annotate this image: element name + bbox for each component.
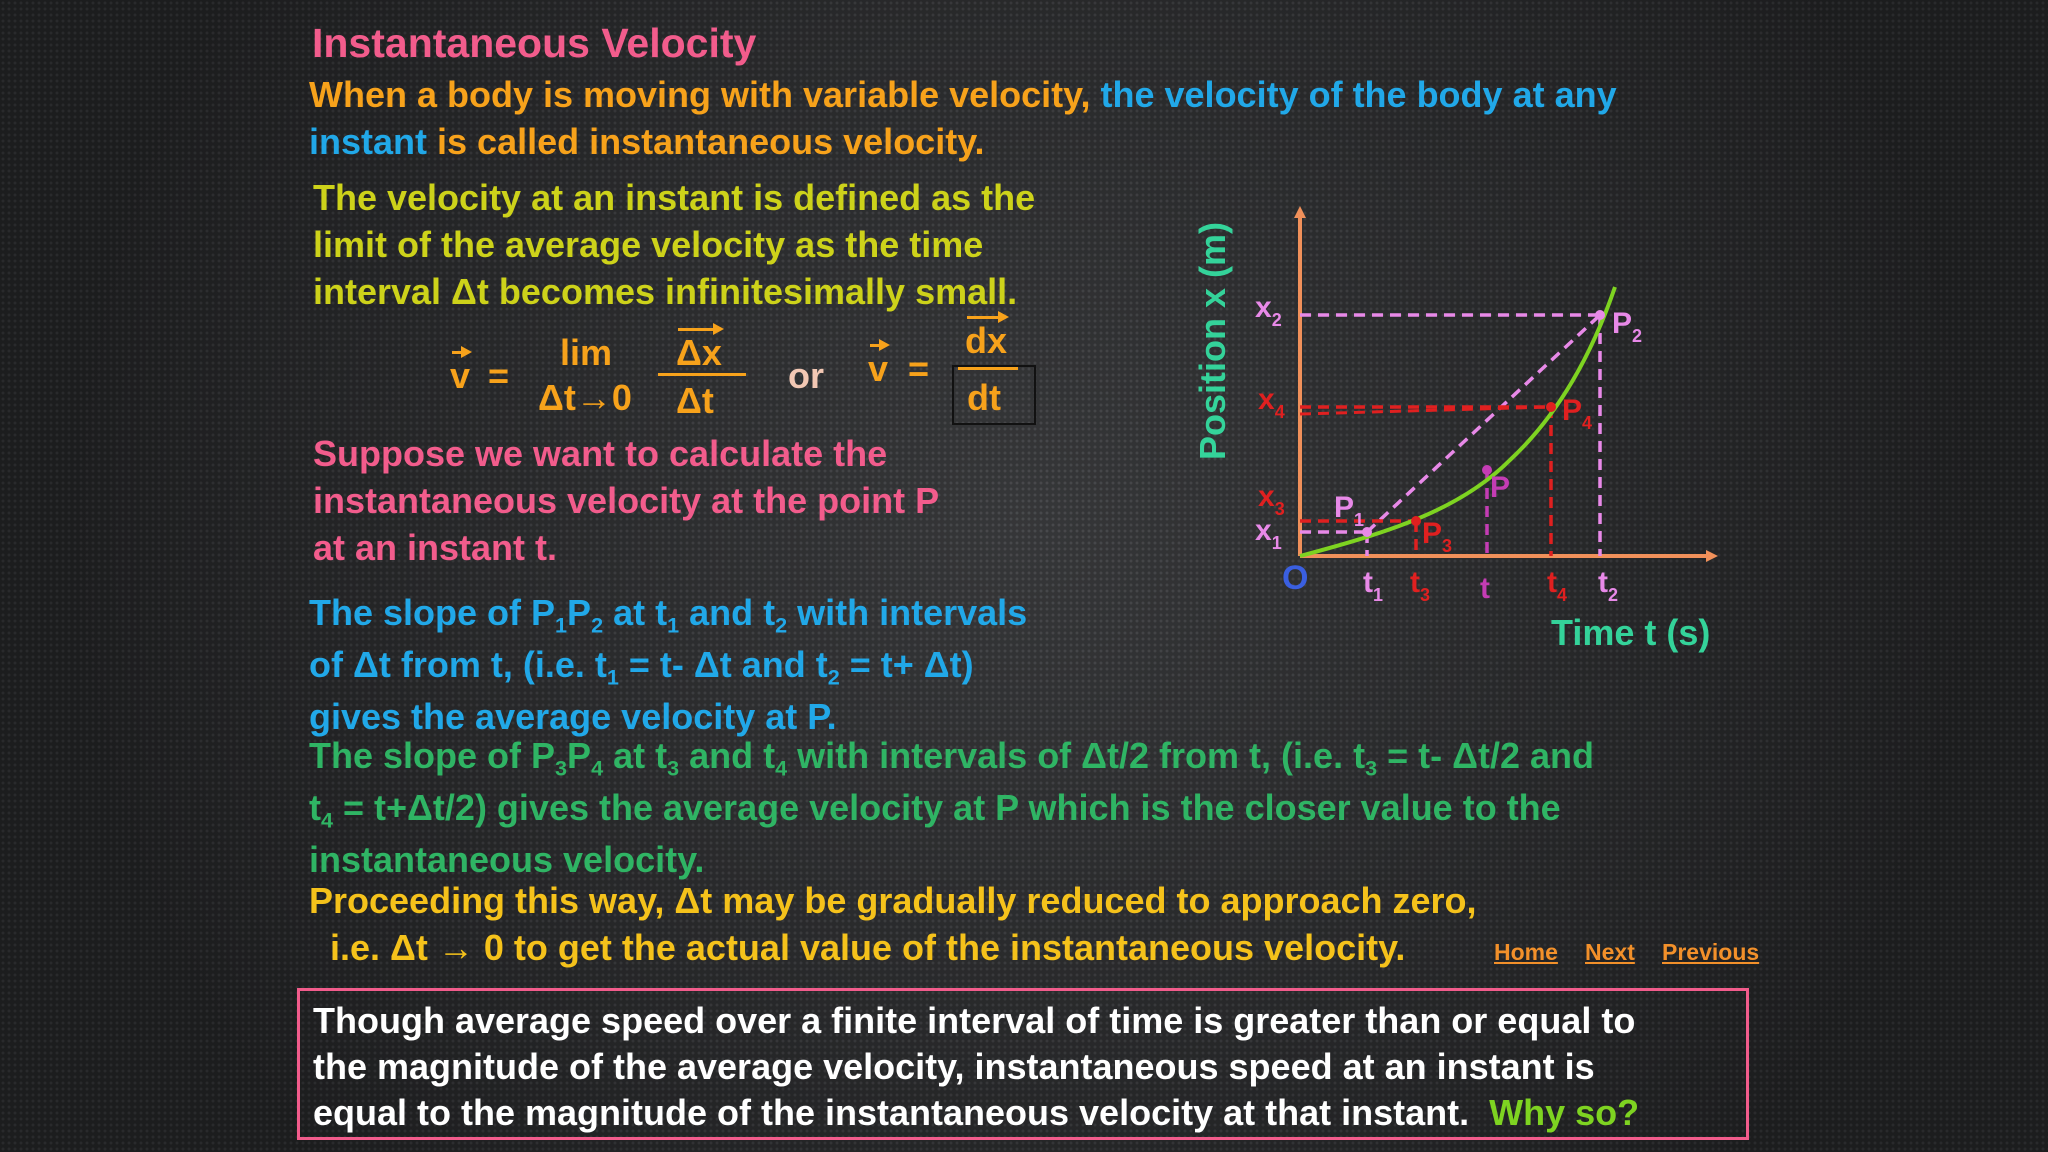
slope-p3p4-paragraph: The slope of P3P4 at t3 and t4 with inte…	[309, 730, 1594, 886]
x-tick-t3: t3	[1410, 566, 1430, 605]
x-axis-label: Time t (s)	[1551, 612, 1710, 653]
v-vector-symbol-2: v	[868, 339, 891, 389]
note-line-1: Though average speed over a finite inter…	[313, 1000, 1636, 1041]
slope1-line-2: of Δt from t, (i.e. t1 = t- Δt and t2 = …	[309, 644, 974, 690]
slope2-line-1: The slope of P3P4 at t3 and t4 with inte…	[309, 735, 1594, 781]
x-tick-t: t	[1480, 572, 1490, 605]
origin-label: O	[1282, 559, 1308, 597]
slope1-line-1: The slope of P1P2 at t1 and t2 with inte…	[309, 592, 1028, 638]
y-axis-label: Position x (m)	[1192, 222, 1233, 460]
why-so-text: Why so?	[1489, 1092, 1640, 1133]
label-p: P	[1490, 471, 1510, 504]
point-p	[1482, 465, 1492, 475]
dx-numerator: dx	[965, 311, 1010, 361]
point-p2	[1595, 310, 1605, 320]
page-title: Instantaneous Velocity	[312, 20, 757, 66]
definition-line-1: The velocity at an instant is defined as…	[313, 177, 1036, 218]
label-p2: P2	[1612, 307, 1642, 346]
label-p4: P4	[1562, 394, 1592, 433]
slope-p1p2-paragraph: The slope of P1P2 at t1 and t2 with inte…	[309, 587, 1027, 743]
equals-sign-1: =	[488, 355, 510, 396]
equals-sign-2: =	[908, 348, 930, 389]
p3p4-guides	[1299, 405, 1553, 556]
intro-text-4: is called instantaneous velocity.	[427, 121, 985, 162]
intro-paragraph: When a body is moving with variable velo…	[309, 71, 1617, 165]
or-text: or	[788, 355, 824, 396]
lim-text: lim	[560, 332, 613, 373]
intro-text-2: the velocity of the body at any	[1100, 74, 1617, 115]
delta-t-denominator: Δt	[676, 380, 714, 421]
fraction-line-2	[958, 367, 1018, 370]
proceeding-line-2: i.e. Δt → 0 to get the actual value of t…	[330, 927, 1406, 968]
slope2-line-3: instantaneous velocity.	[309, 839, 705, 880]
position-curve	[1299, 286, 1617, 558]
proceeding-paragraph: Proceeding this way, Δt may be gradually…	[309, 877, 1477, 971]
lim-subscript: Δt→0	[538, 377, 632, 418]
y-tick-x2: x2	[1255, 291, 1282, 330]
label-p3: P3	[1422, 517, 1452, 556]
y-tick-x3: x3	[1258, 480, 1285, 519]
point-p4	[1546, 402, 1556, 412]
dt-box	[952, 365, 1036, 425]
label-p1: P1	[1334, 491, 1364, 530]
intro-text-3: instant	[309, 121, 428, 162]
note-line-3: equal to the magnitude of the instantane…	[313, 1092, 1470, 1133]
next-link[interactable]: Next	[1585, 939, 1635, 965]
y-tick-x1: x1	[1255, 514, 1282, 553]
intro-text-1: When a body is moving with variable velo…	[309, 74, 1101, 115]
definition-line-2: limit of the average velocity as the tim…	[313, 224, 984, 265]
suppose-line-3: at an instant t.	[313, 527, 558, 568]
definition-paragraph: The velocity at an instant is defined as…	[313, 174, 1035, 315]
fraction-line-1	[658, 373, 746, 376]
note-box	[297, 988, 1749, 1140]
suppose-paragraph: Suppose we want to calculate the instant…	[313, 430, 939, 571]
proceeding-line-1: Proceeding this way, Δt may be gradually…	[309, 880, 1477, 921]
x-tick-t2: t2	[1598, 566, 1618, 605]
definition-line-3: interval Δt becomes infinitesimally smal…	[313, 271, 1018, 312]
note-paragraph: Though average speed over a finite inter…	[313, 998, 1639, 1136]
y-tick-x4: x4	[1258, 383, 1285, 422]
suppose-line-2: instantaneous velocity at the point P	[313, 480, 940, 521]
home-link[interactable]: Home	[1494, 939, 1558, 965]
x-tick-t4: t4	[1547, 566, 1567, 605]
dt-denominator: dt	[967, 377, 1001, 418]
delta-x-numerator: Δx	[676, 323, 724, 373]
note-line-2: the magnitude of the average velocity, i…	[313, 1046, 1595, 1087]
point-p3	[1411, 516, 1421, 526]
previous-link[interactable]: Previous	[1662, 939, 1760, 965]
v-vector-symbol: v	[450, 346, 473, 396]
slope2-line-2: t4 = t+Δt/2) gives the average velocity …	[309, 787, 1561, 833]
x-tick-t1: t1	[1363, 566, 1383, 605]
point-p1	[1362, 527, 1372, 537]
suppose-line-1: Suppose we want to calculate the	[313, 433, 888, 474]
slope1-line-3: gives the average velocity at P.	[309, 696, 837, 737]
